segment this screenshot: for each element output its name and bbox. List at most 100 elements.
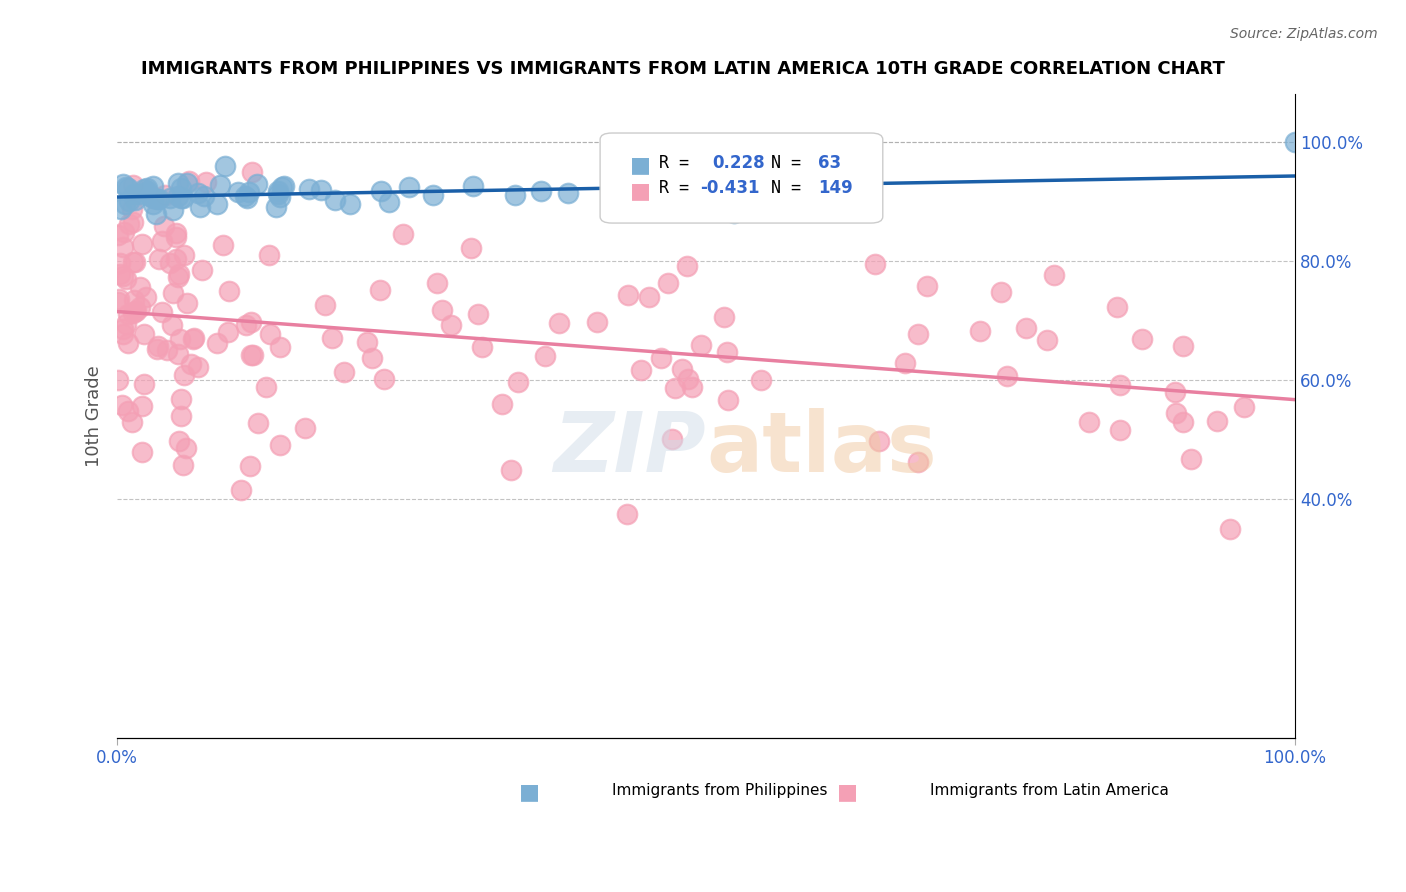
Point (638, 290, 661, 304)
Point (557, 186, 579, 201)
Point (169, 332, 191, 346)
Point (339, 197, 361, 211)
Point (165, 252, 187, 267)
Point (246, 416, 269, 430)
Point (314, 298, 336, 312)
Point (146, 343, 169, 357)
Point (170, 392, 193, 407)
Point (212, 237, 235, 252)
Point (1219, 522, 1241, 536)
Point (1035, 333, 1057, 347)
Point (990, 285, 1012, 299)
Point (115, 317, 138, 331)
Point (751, 374, 773, 388)
Point (134, 377, 156, 392)
Point (132, 182, 155, 196)
Point (254, 380, 277, 394)
Point (111, 399, 134, 413)
Point (1108, 423, 1130, 437)
Text: 0.228: 0.228 (711, 153, 765, 171)
Point (238, 186, 260, 200)
Point (259, 248, 281, 262)
Point (548, 316, 571, 330)
Point (129, 280, 152, 294)
Point (115, 272, 138, 286)
Point (267, 184, 290, 198)
Point (702, 190, 724, 204)
Point (131, 445, 153, 459)
Point (135, 290, 157, 304)
Point (122, 187, 145, 202)
Point (323, 193, 346, 207)
Point (172, 191, 194, 205)
Point (226, 186, 249, 200)
Point (246, 177, 269, 191)
Point (717, 392, 740, 407)
Point (142, 192, 165, 206)
Point (392, 227, 415, 241)
Point (321, 331, 343, 345)
Point (122, 293, 145, 308)
Text: ■: ■ (519, 782, 540, 803)
Point (118, 217, 141, 231)
Point (177, 174, 200, 188)
Point (156, 343, 179, 357)
Text: atlas: atlas (706, 408, 936, 489)
Point (1205, 413, 1227, 427)
Point (142, 178, 165, 193)
Point (111, 327, 134, 342)
Point (122, 255, 145, 269)
Point (162, 203, 184, 218)
Point (267, 186, 290, 201)
Point (170, 190, 193, 204)
Point (169, 434, 191, 448)
Point (508, 376, 530, 390)
Point (1014, 321, 1036, 335)
Point (617, 287, 640, 301)
Point (195, 176, 218, 190)
Point (373, 372, 395, 386)
Point (361, 351, 384, 365)
Point (378, 194, 401, 209)
Point (217, 325, 239, 339)
Point (630, 363, 652, 377)
Text: -0.431: -0.431 (700, 179, 759, 197)
Point (118, 194, 141, 208)
Point (183, 333, 205, 347)
Point (129, 300, 152, 314)
Point (491, 397, 513, 411)
Point (235, 318, 257, 333)
Point (432, 302, 454, 317)
Point (150, 234, 173, 248)
Point (269, 437, 291, 451)
Point (333, 365, 356, 379)
Point (139, 189, 162, 203)
Point (153, 219, 176, 233)
Point (159, 192, 181, 206)
Point (187, 360, 209, 375)
Point (121, 202, 143, 217)
Point (229, 483, 252, 497)
Text: R =: R = (659, 153, 699, 171)
Point (173, 368, 195, 382)
Point (170, 409, 193, 423)
Text: ZIP: ZIP (554, 408, 706, 489)
Point (159, 256, 181, 270)
Point (995, 368, 1018, 383)
Point (190, 263, 212, 277)
Point (134, 327, 156, 342)
Point (117, 404, 139, 418)
Point (107, 294, 129, 309)
Point (207, 335, 229, 350)
Point (298, 181, 321, 195)
Point (108, 293, 131, 307)
Point (264, 200, 287, 214)
Point (725, 174, 748, 188)
Point (1166, 406, 1188, 420)
Point (1180, 452, 1202, 467)
Point (117, 307, 139, 321)
Point (122, 178, 145, 193)
Point (269, 340, 291, 354)
Point (530, 184, 553, 198)
Point (148, 339, 170, 353)
